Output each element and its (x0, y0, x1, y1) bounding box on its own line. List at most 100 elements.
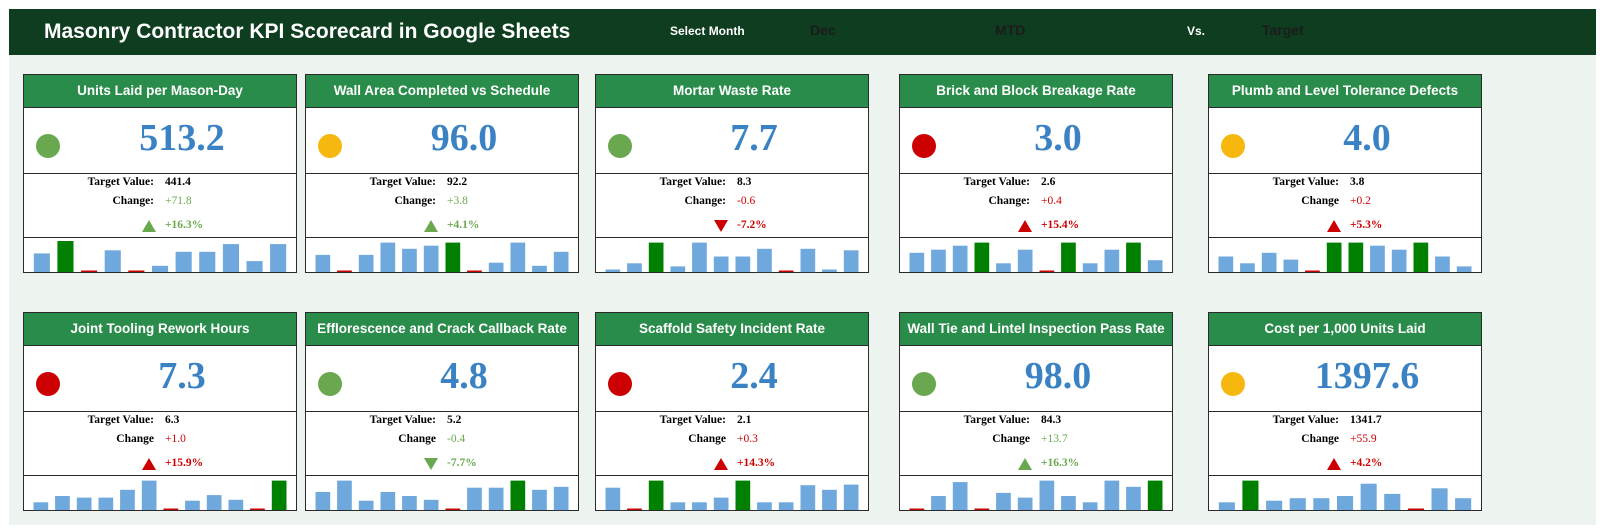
spark-bar (510, 480, 526, 510)
spark-bar (358, 254, 374, 272)
spark-bar (57, 241, 74, 272)
spark-bar (974, 242, 990, 272)
kpi-main-row: 96.0 (306, 107, 578, 174)
percent-change: -7.2% (737, 219, 767, 231)
kpi-main-row: 98.0 (900, 345, 1172, 412)
spark-bar (128, 270, 145, 272)
target-value: 6.3 (165, 414, 180, 426)
change-label: Change (992, 433, 1030, 445)
spark-bar (152, 265, 169, 272)
change-value: -0.4 (447, 433, 466, 445)
target-label: Target Value: (87, 414, 154, 426)
percent-change: +16.3% (165, 219, 204, 231)
status-dot-icon (1221, 372, 1245, 396)
spark-bar (909, 508, 925, 510)
spark-bar (402, 248, 417, 273)
spark-bar (713, 256, 729, 272)
spark-bar (1456, 266, 1472, 272)
spark-bar (33, 502, 49, 511)
percent-change: +16.3% (1041, 457, 1080, 469)
change-label: Change: (988, 195, 1030, 207)
kpi-card: Joint Tooling Rework Hours 7.3 Target Valu… (23, 312, 297, 511)
percent-change: +4.1% (447, 219, 480, 231)
spark-bar (1384, 493, 1401, 510)
spark-bar (104, 250, 121, 272)
arrow-up-icon (714, 458, 728, 470)
kpi-card: Wall Tie and Lintel Inspection Pass Rate… (899, 312, 1173, 511)
kpi-value: 513.2 (139, 117, 225, 159)
sparkline (900, 237, 1172, 273)
spark-bar (467, 487, 482, 510)
kpi-main-row: 7.3 (24, 345, 296, 412)
change-label: Change (688, 433, 726, 445)
spark-bar (532, 265, 547, 272)
change-label: Change (1301, 433, 1339, 445)
status-dot-icon (1221, 134, 1245, 158)
target-label: Target Value: (1272, 414, 1339, 426)
period-select[interactable]: MTD (995, 22, 1026, 38)
kpi-value: 2.4 (730, 355, 778, 397)
change-value: +3.8 (447, 195, 468, 207)
spark-bar (605, 487, 621, 510)
change-label: Change: (394, 195, 436, 207)
kpi-title: Brick and Block Breakage Rate (900, 75, 1172, 107)
kpi-value: 96.0 (430, 117, 498, 159)
status-dot-icon (318, 372, 342, 396)
spark-bar (1061, 496, 1076, 510)
percent-change: -7.7% (447, 457, 477, 469)
spark-bar (1407, 508, 1424, 510)
spark-bar (120, 489, 135, 510)
spark-bar (1305, 270, 1320, 272)
spark-bar (1218, 502, 1235, 511)
spark-bar (909, 252, 925, 272)
spark-bar (648, 242, 664, 272)
spark-bar (1283, 259, 1299, 272)
target-label: Target Value: (369, 176, 436, 188)
change-value: +13.7 (1041, 433, 1068, 445)
status-dot-icon (608, 372, 632, 396)
target-label: Target Value: (963, 414, 1030, 426)
spark-bar (185, 500, 200, 510)
spark-bar (488, 487, 504, 510)
kpi-title: Efflorescence and Crack Callback Rate (306, 313, 578, 345)
target-value: 1341.7 (1350, 414, 1382, 426)
spark-bar (1413, 242, 1429, 272)
kpi-title: Joint Tooling Rework Hours (24, 313, 296, 345)
sparkline (1209, 237, 1481, 273)
status-dot-icon (318, 134, 342, 158)
spark-bar (822, 269, 837, 272)
change-value: +0.4 (1041, 195, 1062, 207)
sparkline (596, 475, 868, 511)
spark-bar (467, 270, 482, 272)
spark-bar (1431, 488, 1448, 510)
spark-bar (141, 480, 157, 510)
kpi-main-row: 4.0 (1209, 107, 1481, 174)
spark-bar (735, 480, 751, 510)
spark-bar (843, 250, 859, 272)
spark-bar (1039, 270, 1055, 272)
kpi-card: Plumb and Level Tolerance Defects 4.0 Targ… (1208, 74, 1482, 273)
target-label: Target Value: (963, 176, 1030, 188)
arrow-up-icon (1327, 220, 1341, 232)
arrow-up-icon (1018, 220, 1032, 232)
spark-bar (175, 251, 192, 272)
kpi-card: Scaffold Safety Incident Rate 2.4 Target V… (595, 312, 869, 511)
kpi-title: Wall Tie and Lintel Inspection Pass Rate (900, 313, 1172, 345)
spark-bar (199, 251, 216, 272)
spark-bar (1147, 480, 1163, 510)
spark-bar (627, 508, 642, 510)
spark-bar (952, 245, 968, 272)
spark-bar (778, 502, 794, 511)
kpi-card: Efflorescence and Crack Callback Rate 4.8… (305, 312, 579, 511)
status-dot-icon (36, 372, 60, 396)
month-select[interactable]: Dec (810, 22, 836, 38)
spark-bar (843, 484, 859, 510)
spark-bar (713, 497, 729, 510)
spark-bar (1435, 256, 1450, 272)
spark-bar (1370, 245, 1385, 272)
spark-bar (55, 496, 70, 510)
kpi-main-row: 2.4 (596, 345, 868, 412)
sparkline (596, 237, 868, 273)
arrow-up-icon (142, 220, 156, 232)
comparison-select[interactable]: Target (1262, 22, 1304, 38)
